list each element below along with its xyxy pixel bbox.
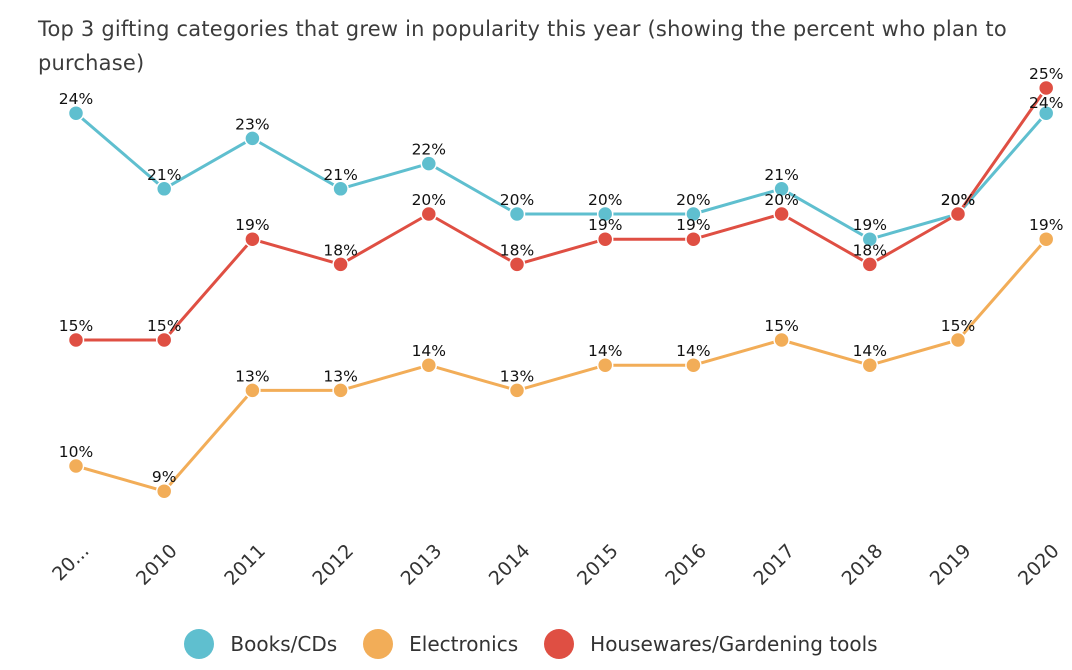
x-tick-label: 2011 xyxy=(220,540,270,590)
x-tick-label: 2018 xyxy=(838,540,888,590)
data-label-2-8: 20% xyxy=(764,191,798,209)
data-point-2-4 xyxy=(420,205,438,223)
legend-label: Electronics xyxy=(409,632,519,656)
data-label-2-9: 18% xyxy=(853,241,887,259)
legend-swatch xyxy=(363,629,394,659)
data-point-2-9 xyxy=(861,256,879,273)
data-point-1-9 xyxy=(861,356,879,374)
data-point-2-0 xyxy=(67,331,85,349)
data-point-1-4 xyxy=(420,356,438,374)
data-label-2-4: 20% xyxy=(412,191,446,209)
line-chart: 24% 21% 23% 21% 22% 20% 20% 20% 21% 19% 20% 24% 10% 9… xyxy=(48,65,1064,590)
legend-swatch xyxy=(544,629,575,659)
data-label-2-1: 15% xyxy=(147,317,181,335)
data-point-1-8 xyxy=(773,331,790,349)
data-point-2-7 xyxy=(685,230,702,248)
data-point-0-5 xyxy=(508,205,526,223)
data-label-0-2: 23% xyxy=(235,115,269,133)
x-tick-label: 2012 xyxy=(308,540,358,590)
data-label-1-7: 14% xyxy=(676,342,710,360)
data-label-2-3: 18% xyxy=(323,241,357,259)
data-point-1-3 xyxy=(332,382,349,399)
x-tick-label: 2015 xyxy=(573,540,623,590)
data-label-1-8: 15% xyxy=(764,317,798,335)
x-tick-label: 2017 xyxy=(749,540,799,590)
data-label-2-7: 19% xyxy=(676,216,710,234)
data-label-0-3: 21% xyxy=(323,166,357,184)
data-point-2-10 xyxy=(949,205,967,223)
data-label-2-10: 20% xyxy=(941,191,975,209)
series-line-0 xyxy=(75,112,1048,241)
data-point-1-11 xyxy=(1037,230,1055,248)
data-label-2-11: 25% xyxy=(1029,65,1063,83)
data-label-1-1: 9% xyxy=(152,468,177,486)
data-point-0-4 xyxy=(420,155,438,172)
legend-label: Housewares/Gardening tools xyxy=(590,632,878,656)
series-line-1 xyxy=(75,238,1048,493)
data-label-0-0: 24% xyxy=(59,90,93,108)
x-tick-label: 2010 xyxy=(132,540,182,590)
data-point-1-2 xyxy=(244,382,261,399)
data-point-1-10 xyxy=(949,331,967,349)
data-label-1-9: 14% xyxy=(853,342,887,360)
data-point-0-0 xyxy=(67,104,85,122)
data-point-0-9 xyxy=(861,230,879,248)
x-tick-label: 2019 xyxy=(926,540,976,590)
data-point-1-5 xyxy=(508,382,526,399)
data-point-1-1 xyxy=(155,482,173,500)
data-point-0-11 xyxy=(1037,104,1055,122)
data-label-2-6: 19% xyxy=(588,216,622,234)
chart-legend: Books/CDs Electronics Housewares/Gardening… xyxy=(0,624,1072,664)
data-label-0-6: 20% xyxy=(588,191,622,209)
x-tick-label: 2013 xyxy=(397,540,447,590)
legend-item-0: Books/CDs xyxy=(184,629,347,659)
data-label-1-5: 13% xyxy=(500,367,534,385)
data-point-1-7 xyxy=(685,356,702,374)
data-point-1-0 xyxy=(67,457,85,475)
data-point-0-3 xyxy=(332,180,349,198)
data-label-2-0: 15% xyxy=(59,317,93,335)
chart-title: Top 3 gifting categories that grew in po… xyxy=(38,17,1007,75)
data-label-1-10: 15% xyxy=(941,317,975,335)
data-point-2-5 xyxy=(508,256,526,273)
legend-swatch xyxy=(184,629,215,659)
legend-label: Books/CDs xyxy=(230,632,338,656)
data-label-0-5: 20% xyxy=(500,191,534,209)
data-label-1-4: 14% xyxy=(412,342,446,360)
data-point-0-7 xyxy=(685,205,702,223)
data-point-2-3 xyxy=(332,256,349,273)
data-label-1-3: 13% xyxy=(323,367,357,385)
data-point-0-8 xyxy=(773,180,790,198)
data-point-2-2 xyxy=(244,230,261,248)
data-label-0-11: 24% xyxy=(1029,94,1063,112)
legend-item-2: Housewares/Gardening tools xyxy=(544,629,887,659)
data-point-0-6 xyxy=(596,205,614,223)
x-tick-label: 20... xyxy=(48,540,93,585)
data-label-0-10: 20% xyxy=(941,191,975,209)
x-tick-label: 2014 xyxy=(485,540,535,590)
data-point-0-1 xyxy=(155,180,173,198)
data-label-0-4: 22% xyxy=(412,141,446,159)
x-tick-label: 2016 xyxy=(661,540,711,590)
data-label-2-5: 18% xyxy=(500,241,534,259)
data-point-1-6 xyxy=(596,356,614,374)
data-label-0-9: 19% xyxy=(853,216,887,234)
data-label-0-1: 21% xyxy=(147,166,181,184)
data-label-1-2: 13% xyxy=(235,367,269,385)
data-point-2-6 xyxy=(596,230,614,248)
data-label-1-6: 14% xyxy=(588,342,622,360)
x-tick-label: 2020 xyxy=(1014,540,1064,590)
data-label-1-11: 19% xyxy=(1029,216,1063,234)
data-point-2-11 xyxy=(1037,79,1055,97)
data-label-0-7: 20% xyxy=(676,191,710,209)
data-point-2-1 xyxy=(155,331,173,349)
legend-item-1: Electronics xyxy=(363,629,528,659)
data-point-0-2 xyxy=(244,130,261,147)
series-line-2 xyxy=(76,87,1048,342)
data-point-2-8 xyxy=(773,205,790,223)
data-label-0-8: 21% xyxy=(764,166,798,184)
data-label-2-2: 19% xyxy=(235,216,269,234)
data-label-1-0: 10% xyxy=(59,443,93,461)
